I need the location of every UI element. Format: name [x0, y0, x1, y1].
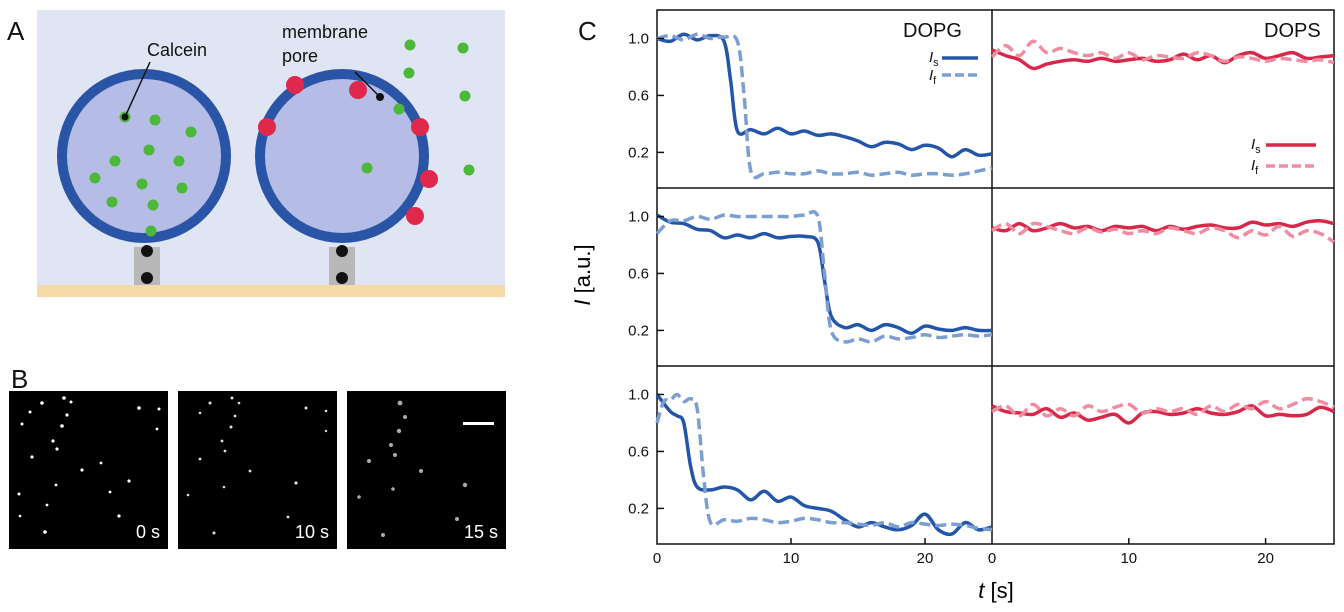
dops-row3-if-line [991, 396, 1335, 418]
legend-dops: Is If [1251, 136, 1316, 177]
dops-row3-is-line [991, 404, 1335, 425]
x-axis-symbol: t [978, 578, 985, 603]
panel-c-letter: C [578, 16, 597, 46]
chart-frame [656, 9, 1335, 545]
legend-dopg: Is If [929, 49, 978, 87]
dopg-row1-if-line [656, 32, 993, 180]
legend-symbol: I [1251, 157, 1255, 174]
calcein-dots [89, 39, 475, 237]
legend-symbol: I [929, 49, 933, 66]
calcein-pointer [124, 61, 151, 118]
vesicle-schematic [37, 10, 505, 297]
substrate-surface [37, 285, 505, 297]
micrograph-15s: 15 s [347, 391, 506, 549]
dops-row2-if-line [991, 221, 1335, 244]
panel-a-letter: A [7, 16, 25, 46]
micrograph-0s: 0 s [9, 391, 168, 549]
legend-symbol: I [929, 67, 933, 84]
svg-text:Is: Is [1251, 136, 1261, 156]
time-label: 0 s [135, 522, 160, 542]
x-tick-label: 0 [653, 550, 661, 567]
dopg-row3-if-line [655, 392, 993, 532]
y-axis-symbol: I [570, 299, 595, 305]
y-tick-label: 1.0 [628, 386, 649, 403]
x-tick-label: 10 [783, 550, 800, 567]
y-tick-label: 0.2 [628, 500, 649, 517]
vesicle-spots [357, 400, 468, 537]
dopg-row1-is-line [656, 32, 993, 159]
y-tick-label: 0.2 [628, 144, 649, 161]
pore-label-line2: pore [282, 46, 319, 66]
vesicle-spots [186, 396, 328, 535]
legend-subscript: f [1255, 165, 1259, 177]
x-tick-label: 10 [1120, 550, 1137, 567]
svg-text:If: If [929, 67, 937, 87]
pore-label-line1: membrane [282, 22, 369, 42]
legend-subscript: s [1255, 144, 1261, 156]
legend-subscript: s [933, 57, 939, 69]
y-axis-unit: [a.u.] [570, 244, 595, 293]
pore-pointer [354, 71, 381, 98]
dopg-row2-is-line [656, 213, 993, 335]
vesicle-spots [17, 396, 161, 534]
x-tick-label: 20 [917, 550, 934, 567]
calcein-label: Calcein [147, 40, 208, 60]
dopg-row3-is-line [655, 393, 993, 537]
peptide-dots [258, 76, 438, 225]
y-tick-label: 1.0 [628, 208, 649, 225]
x-axis-unit: [s] [991, 578, 1014, 603]
x-tick-label: 0 [988, 550, 996, 567]
tether-right [329, 245, 355, 285]
micrograph-10s: 10 s [178, 391, 337, 549]
panel-b-letter: B [11, 364, 29, 394]
y-tick-label: 1.0 [628, 30, 649, 47]
dops-row1-is-line [991, 48, 1335, 71]
time-label: 10 s [294, 522, 329, 542]
y-axis-label: I [a.u.] [570, 244, 595, 305]
title-dopg: DOPG [903, 20, 962, 42]
y-tick-label: 0.6 [628, 265, 649, 282]
legend-symbol: I [1251, 136, 1255, 153]
svg-text:If: If [1251, 157, 1259, 177]
x-axis-label: t [s] [978, 578, 1013, 603]
x-tick-label: 20 [1257, 550, 1274, 567]
y-tick-label: 0.2 [628, 322, 649, 339]
dopg-row2-if-line [655, 210, 993, 344]
porated-vesicle [255, 69, 429, 243]
time-label: 15 s [463, 522, 498, 542]
dops-row1-if-line [990, 39, 1335, 65]
svg-text:Is: Is [929, 49, 939, 69]
y-tick-label: 0.6 [628, 87, 649, 104]
scale-bar [463, 422, 494, 425]
y-tick-label: 0.6 [628, 443, 649, 460]
title-dops: DOPS [1264, 20, 1321, 42]
legend-subscript: f [933, 75, 937, 87]
tether-left [134, 245, 160, 285]
